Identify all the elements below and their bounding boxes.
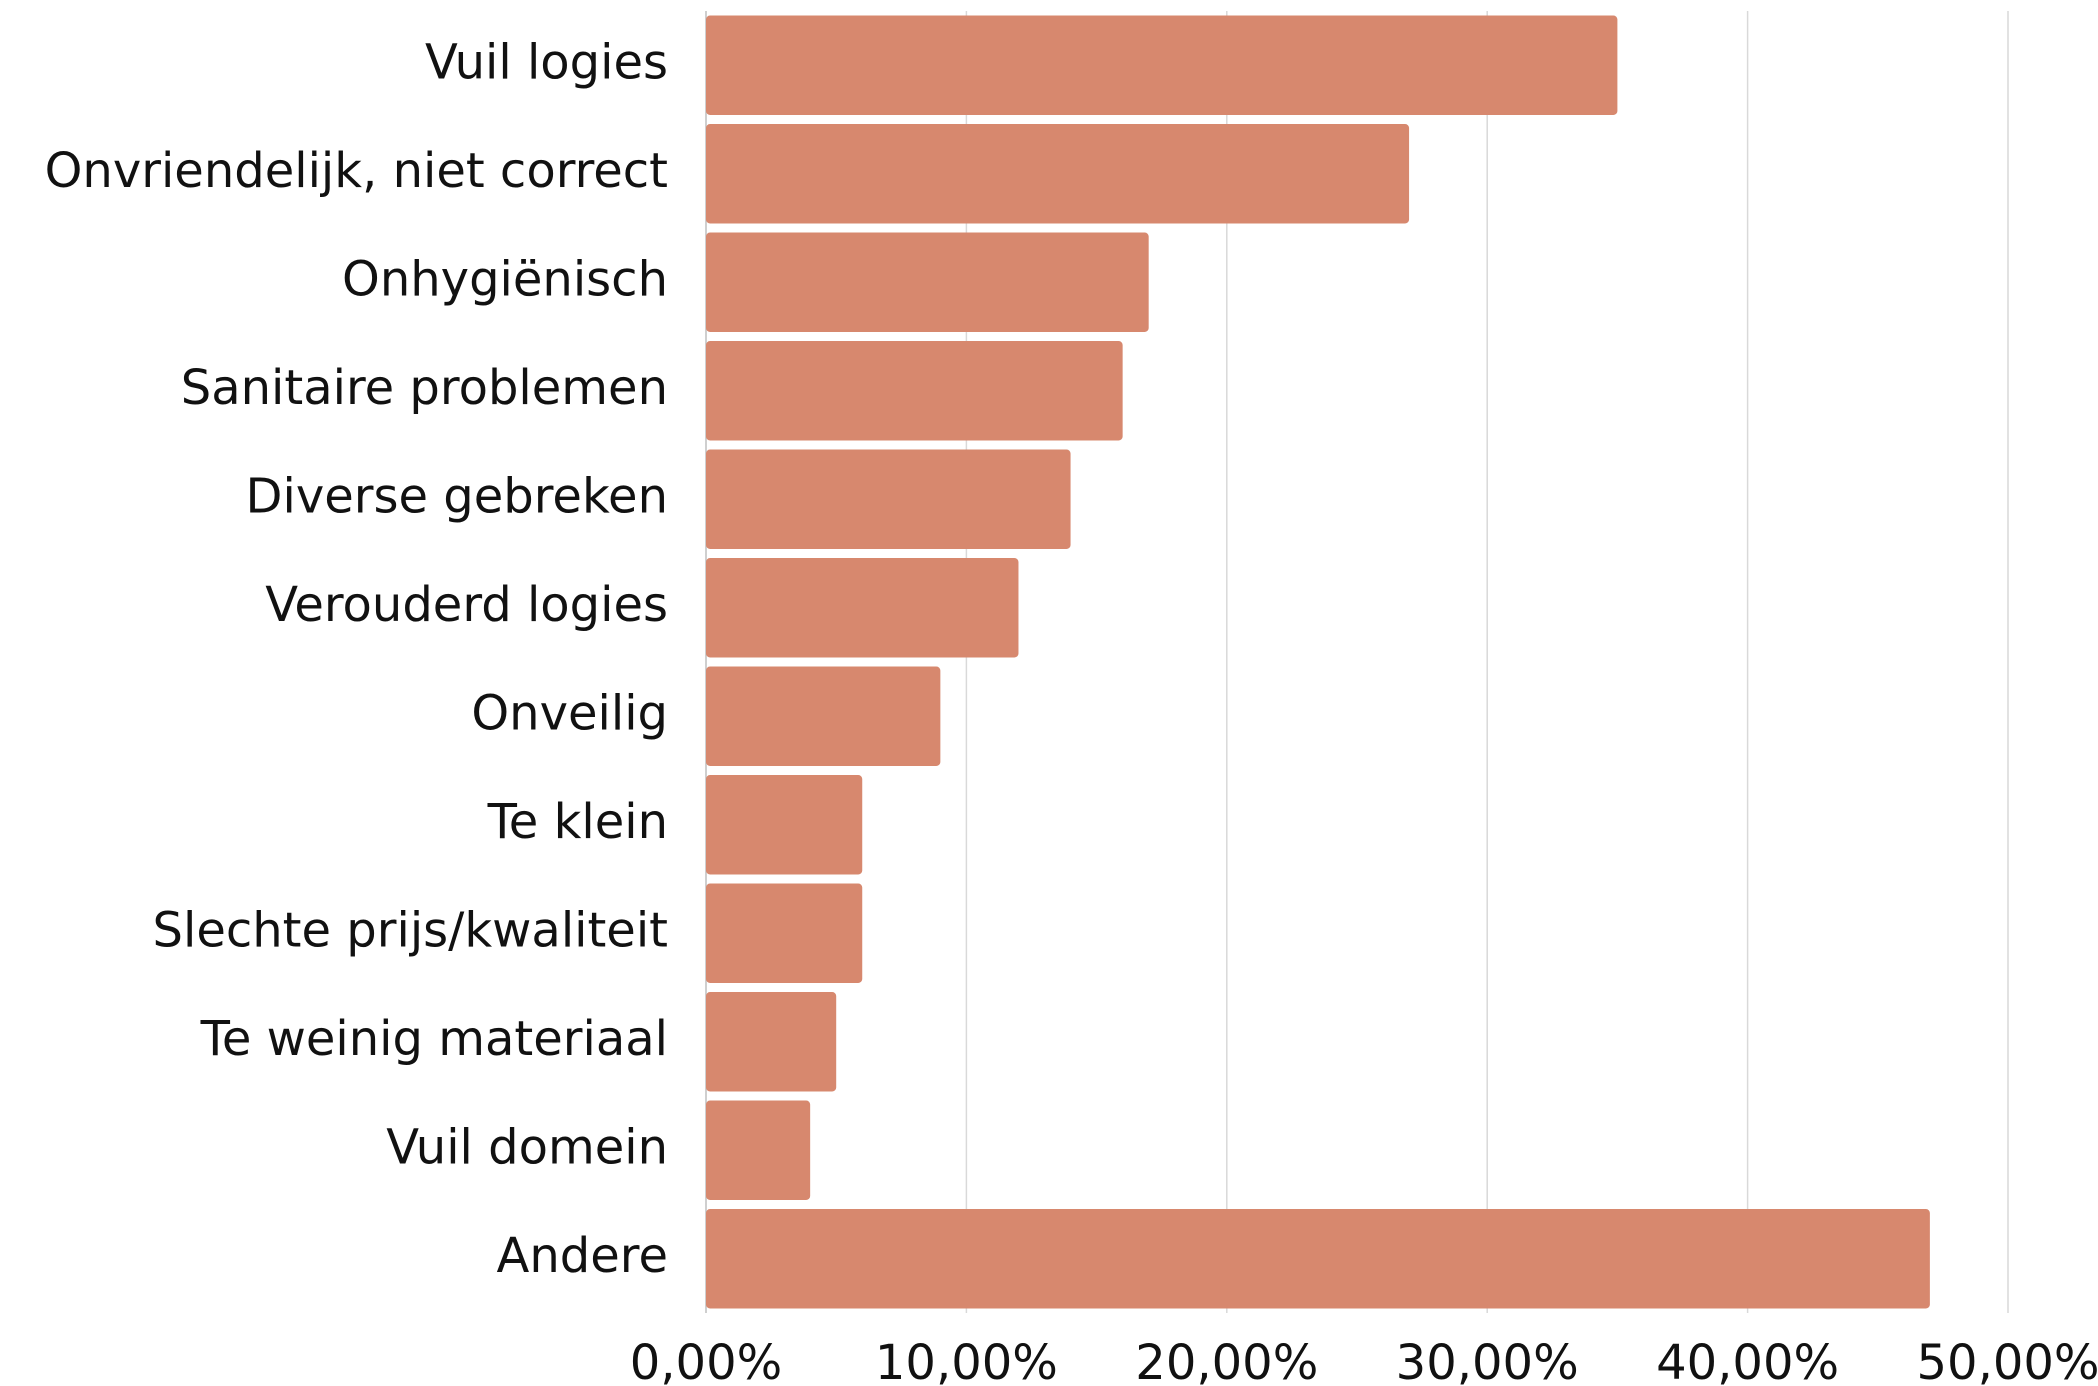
y-tick-label: Onhygiënisch (342, 251, 668, 307)
y-tick-label: Slechte prijs/kwaliteit (153, 902, 668, 958)
y-tick-label: Te weinig materiaal (200, 1011, 668, 1067)
bar (706, 558, 1019, 658)
y-tick-label: Vuil logies (425, 34, 668, 90)
x-tick-label: 20,00% (1135, 1335, 1318, 1386)
y-tick-label: Te klein (487, 794, 668, 850)
bars (706, 15, 1930, 1309)
y-tick-label: Verouderd logies (265, 577, 668, 633)
x-tick-label: 0,00% (630, 1335, 782, 1386)
bar (706, 883, 863, 983)
bar (706, 232, 1149, 332)
grid (705, 11, 2009, 1313)
x-tick-label: 40,00% (1656, 1335, 1839, 1386)
bar (706, 15, 1618, 115)
y-tick-label: Sanitaire problemen (181, 360, 668, 416)
bar (706, 992, 837, 1092)
x-tick-label: 30,00% (1396, 1335, 1579, 1386)
bar (706, 1100, 811, 1200)
bar (706, 341, 1123, 441)
y-tick-label: Andere (497, 1228, 668, 1284)
bar (706, 1209, 1930, 1309)
y-tick-label: Onveilig (471, 685, 668, 741)
y-tick-label: Onvriendelijk, niet correct (45, 143, 668, 199)
x-tick-label: 10,00% (875, 1335, 1058, 1386)
bar (706, 449, 1071, 549)
bar (706, 124, 1410, 224)
y-tick-label: Vuil domein (386, 1119, 668, 1175)
labels: 0,00% 10,00% 20,00% 30,00% 40,00% 50,00% Vuil … (45, 34, 2098, 1386)
x-tick-label: 50,00% (1916, 1335, 2098, 1386)
bar (706, 775, 863, 875)
y-tick-label: Diverse gebreken (246, 468, 668, 524)
bar (706, 666, 941, 766)
